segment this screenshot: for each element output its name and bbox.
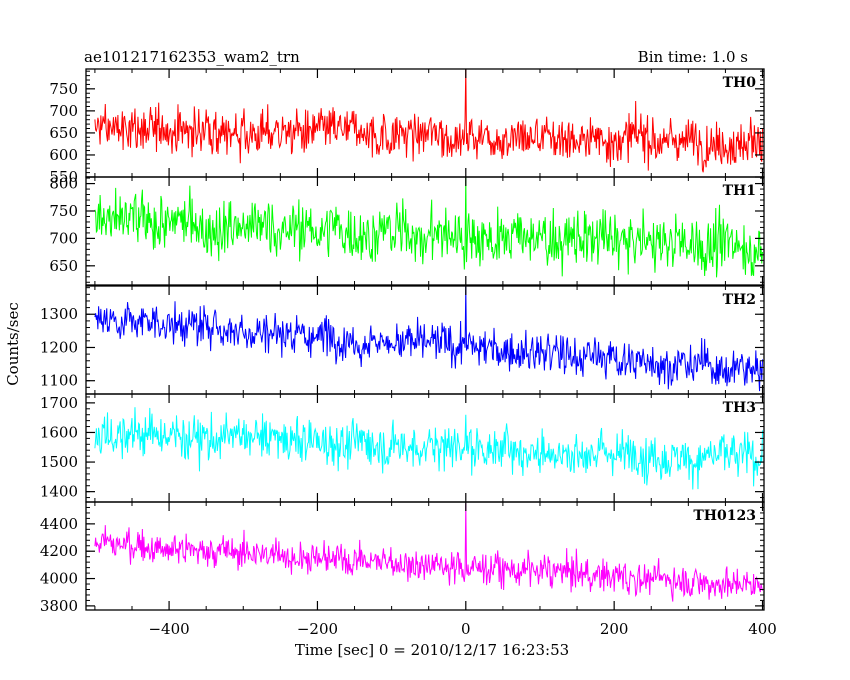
panel-th0123: 3800 4000 4200 4400 TH0123: [40, 501, 765, 615]
x-axis: −400 −200 0 200 400: [148, 620, 776, 638]
y-tick-label: 1700: [40, 394, 78, 412]
bin-time-label: Bin time: 1.0 s: [638, 48, 748, 66]
y-tick-label: 650: [49, 257, 78, 275]
panel-label: TH0: [723, 75, 757, 91]
series-line-th3: [94, 407, 764, 490]
panel-label: TH2: [723, 292, 756, 308]
panel-label: TH3: [723, 400, 756, 416]
y-tick-label: 1600: [40, 423, 78, 441]
x-tick-label: −400: [148, 620, 189, 638]
panel-th1: 650 700 750 800 TH1: [49, 175, 765, 286]
x-tick-label: −200: [297, 620, 338, 638]
series-line-th1: [94, 177, 764, 278]
y-tick-label: 1200: [40, 338, 78, 356]
y-tick-label: 650: [49, 124, 78, 142]
figure-title: ae101217162353_wam2_trn: [84, 48, 300, 66]
x-tick-label: 200: [600, 620, 629, 638]
panel-frame: [85, 176, 765, 286]
y-tick-label: 550: [49, 168, 78, 186]
y-tick-label: 700: [49, 102, 78, 120]
panel-th3: 1400 1500 1600 1700 TH3: [40, 393, 765, 503]
y-tick-label: 1300: [40, 305, 78, 323]
y-tick-label: 750: [49, 80, 78, 98]
y-tick-label: 700: [49, 229, 78, 247]
series-line-th0: [94, 69, 764, 173]
y-tick-label: 1400: [40, 483, 78, 501]
y-tick-label: 600: [49, 146, 78, 164]
panel-label: TH0123: [693, 508, 756, 524]
series-line-th0123: [94, 503, 764, 602]
panels-group: 550 600 650 700 750 TH0 650 700 750 800 TH1 1100 120…: [40, 68, 765, 615]
panel-frame: [85, 501, 765, 611]
y-tick-label: 750: [49, 202, 78, 220]
panel-label: TH1: [723, 183, 756, 199]
x-tick-label: 400: [748, 620, 777, 638]
series-line-th2: [94, 286, 764, 392]
y-tick-label: 1500: [40, 453, 78, 471]
y-tick-label: 3800: [40, 597, 78, 615]
y-tick-label: 800: [49, 175, 78, 193]
x-tick-label: 0: [461, 620, 471, 638]
y-axis-label: Counts/sec: [4, 302, 22, 386]
y-tick-label: 4000: [40, 570, 78, 588]
panel-th2: 1100 1200 1300 TH2: [40, 285, 765, 395]
panel-th0: 550 600 650 700 750 TH0: [49, 68, 765, 186]
x-axis-label: Time [sec] 0 = 2010/12/17 16:23:53: [295, 641, 569, 659]
y-tick-label: 4400: [40, 515, 78, 533]
y-tick-label: 4200: [40, 542, 78, 560]
y-tick-label: 1100: [40, 372, 78, 390]
